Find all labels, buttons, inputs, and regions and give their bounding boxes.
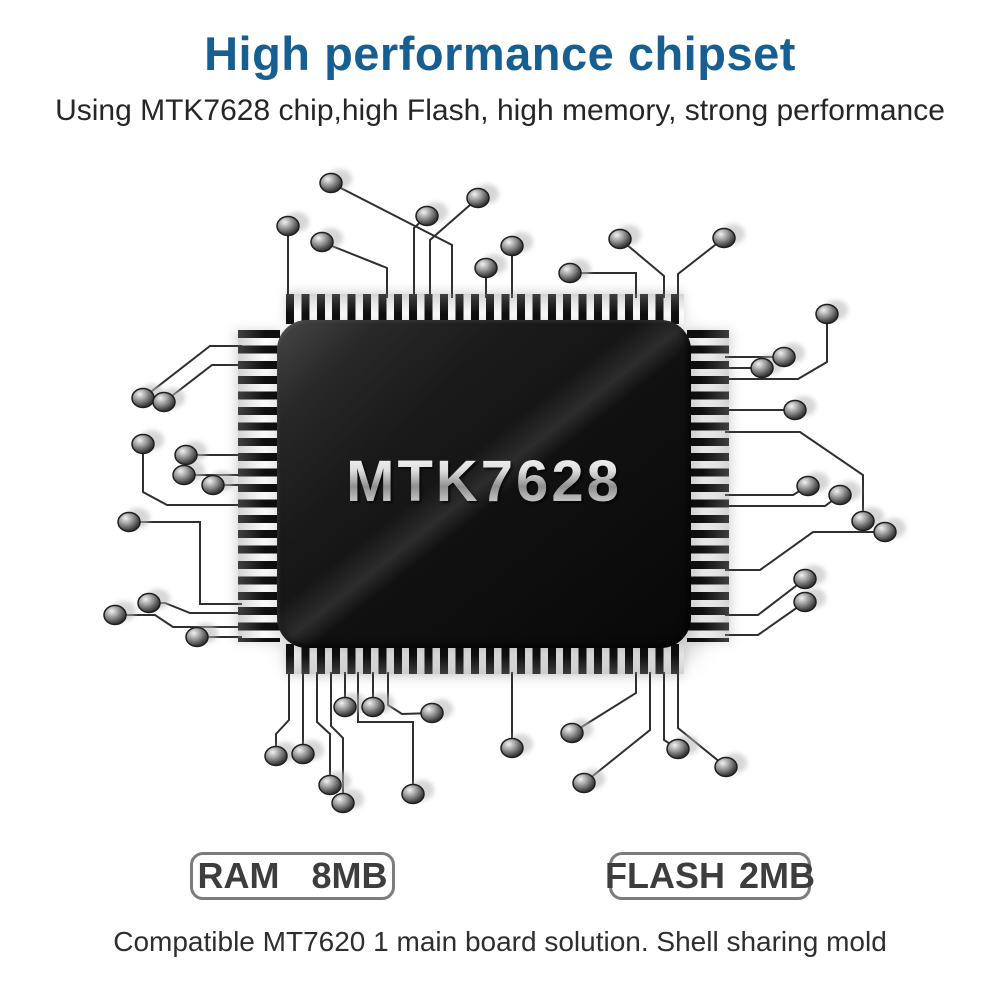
circuit-trace — [677, 672, 727, 768]
circuit-trace — [163, 364, 242, 403]
trace-dot — [137, 592, 161, 614]
page-title: High performance chipset — [204, 27, 796, 80]
trace-dot — [318, 774, 342, 796]
trace-dot — [415, 205, 439, 227]
trace-dot — [558, 262, 582, 284]
circuit-trace — [142, 345, 242, 399]
chip-pins-top — [286, 294, 684, 324]
trace-dot — [420, 702, 444, 724]
circuit-trace — [275, 672, 290, 756]
ram-badge-name: RAM — [197, 855, 280, 896]
trace-dot — [333, 696, 357, 718]
chip-label: MTK7628 — [277, 448, 691, 515]
trace-dot — [319, 172, 343, 194]
trace-dot — [172, 464, 196, 486]
trace-dot — [815, 303, 839, 325]
trace-dot — [666, 738, 690, 760]
trace-dot — [873, 521, 897, 543]
circuit-trace — [725, 494, 841, 507]
trace-dot — [500, 737, 524, 759]
trace-dot — [185, 626, 209, 648]
trace-dot — [572, 772, 596, 794]
trace-dot — [793, 568, 817, 590]
ram-badge: RAM 8MB — [190, 852, 395, 900]
trace-dot — [103, 604, 127, 626]
circuit-trace — [619, 238, 665, 298]
page-caption: Compatible MT7620 1 main board solution.… — [113, 926, 887, 957]
trace-dot — [466, 187, 490, 209]
circuit-trace — [725, 601, 806, 636]
circuit-trace — [321, 241, 388, 298]
trace-dot — [276, 215, 300, 237]
chip-body: MTK7628 — [277, 320, 691, 648]
chip-pins-bottom — [286, 644, 684, 674]
chip-pins-right — [687, 330, 729, 642]
circuit-trace — [725, 431, 864, 521]
trace-dot — [131, 433, 155, 455]
trace-dot — [608, 228, 632, 250]
trace-dot — [201, 474, 225, 496]
circuit-trace — [677, 237, 725, 298]
trace-dot — [264, 745, 288, 767]
trace-dot — [560, 722, 584, 744]
trace-dot — [796, 475, 820, 497]
trace-dot — [474, 257, 498, 279]
circuit-trace — [357, 672, 414, 794]
circuit-trace — [330, 672, 344, 803]
circuit-trace — [429, 197, 479, 298]
trace-dot — [117, 511, 141, 533]
circuit-trace — [570, 272, 637, 298]
circuit-trace — [330, 182, 453, 298]
trace-dot — [174, 444, 198, 466]
ram-badge-value: 8MB — [311, 855, 388, 896]
trace-dot — [291, 743, 315, 765]
circuit-trace — [571, 672, 637, 734]
circuit-trace — [316, 672, 331, 785]
circuit-trace — [725, 485, 809, 496]
circuit-trace — [142, 444, 242, 506]
flash-badge-name: FLASH — [605, 855, 725, 896]
trace-dot — [500, 235, 524, 257]
trace-dot — [331, 792, 355, 814]
trace-dot — [401, 783, 425, 805]
trace-dot — [851, 510, 875, 532]
trace-dot — [131, 387, 155, 409]
trace-dot — [714, 756, 738, 778]
trace-dot — [310, 231, 334, 253]
trace-dot — [361, 696, 385, 718]
circuit-trace — [725, 314, 828, 380]
circuit-trace — [387, 672, 433, 716]
trace-dot — [772, 346, 796, 368]
circuit-trace — [725, 531, 885, 571]
circuit-trace — [725, 578, 806, 616]
circuit-trace — [583, 672, 651, 784]
trace-dot — [793, 591, 817, 613]
circuit-trace — [115, 614, 242, 628]
trace-dot — [712, 227, 736, 249]
trace-dot — [783, 399, 807, 421]
flash-badge-value: 2MB — [739, 855, 816, 896]
trace-dot — [152, 391, 176, 413]
circuit-trace — [663, 672, 679, 750]
chip-pins-left — [238, 330, 280, 642]
flash-badge: FLASH 2MB — [605, 852, 815, 900]
trace-dot — [750, 357, 774, 379]
page-subtitle: Using MTK7628 chip,high Flash, high memo… — [55, 94, 945, 127]
circuit-trace — [129, 521, 242, 605]
trace-dot — [828, 484, 852, 506]
